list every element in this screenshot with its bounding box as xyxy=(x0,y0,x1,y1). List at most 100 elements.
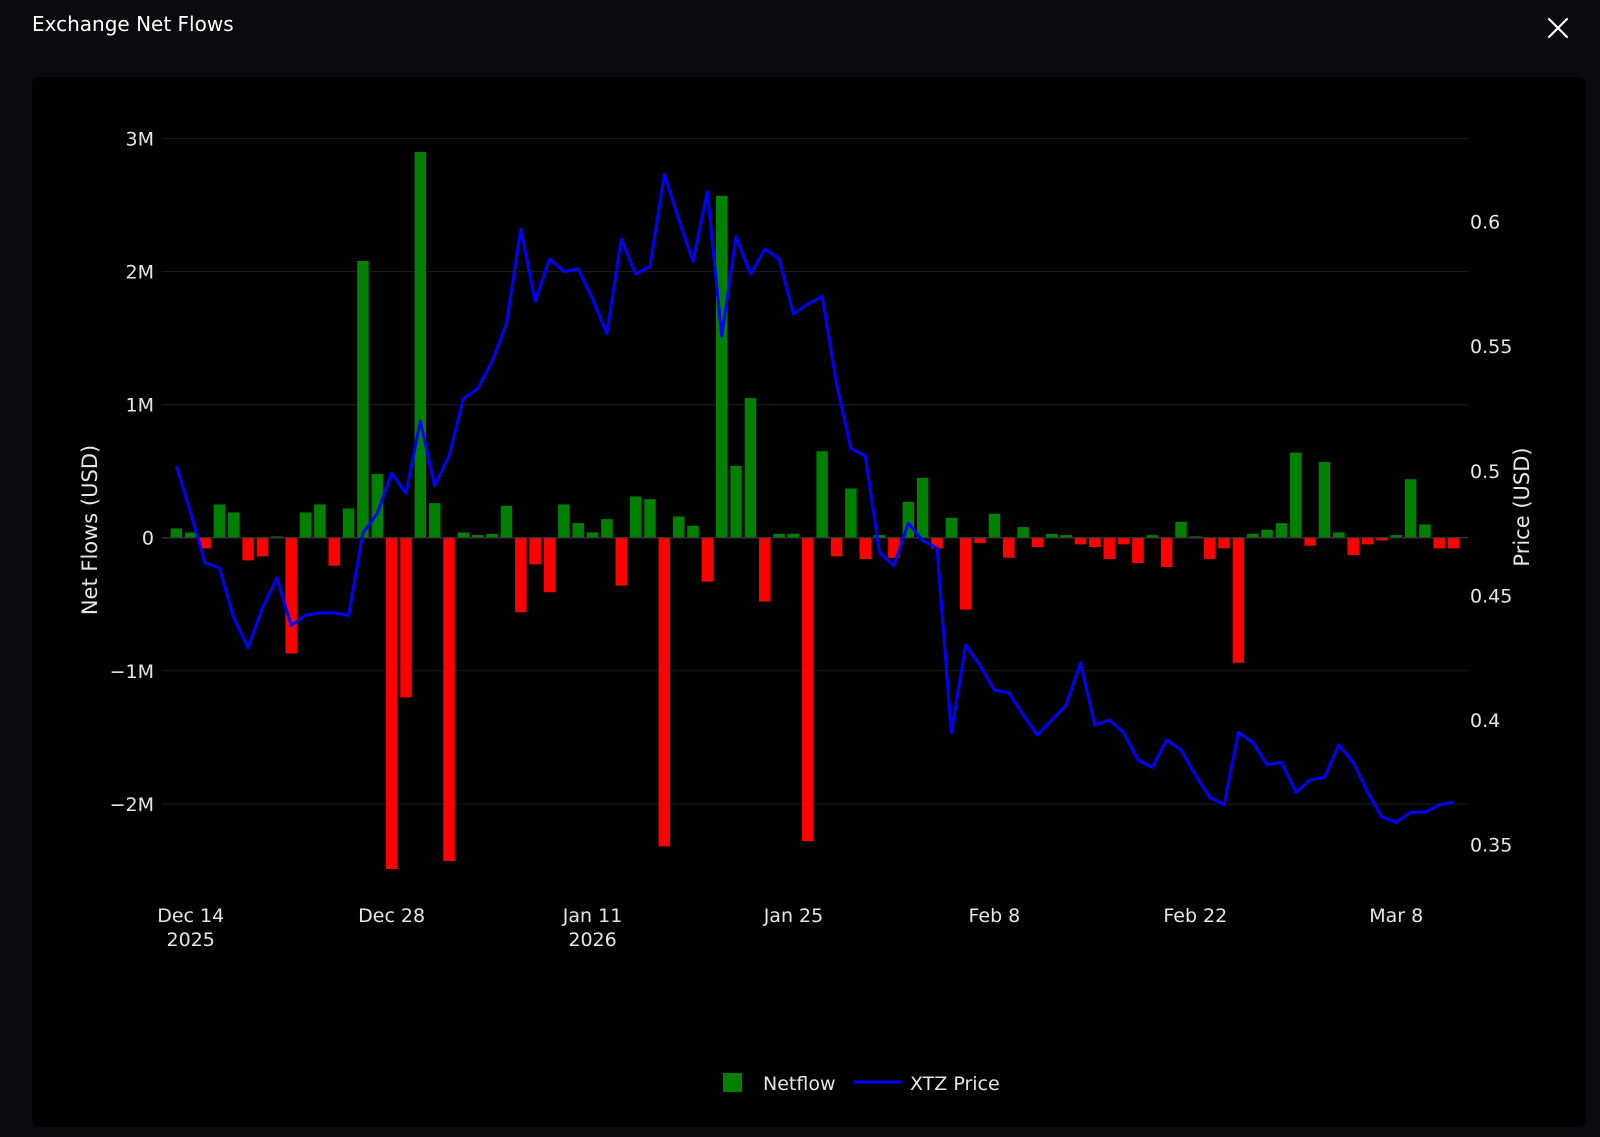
netflow-bar[interactable] xyxy=(859,537,871,560)
netflow-bar[interactable] xyxy=(500,505,513,538)
netflow-bar[interactable] xyxy=(1404,479,1417,538)
netflow-bar[interactable] xyxy=(1103,537,1115,560)
netflow-bar[interactable] xyxy=(457,532,470,538)
netflow-bar[interactable] xyxy=(428,503,441,538)
netflow-bar[interactable] xyxy=(328,537,340,566)
netflow-bar[interactable] xyxy=(1089,537,1101,548)
x-tick-label: Dec 14 xyxy=(157,905,224,927)
netflow-bar[interactable] xyxy=(1290,452,1302,538)
netflow-bar[interactable] xyxy=(1146,535,1158,538)
netflow-bar[interactable] xyxy=(773,533,785,538)
netflow-bar[interactable] xyxy=(802,537,814,842)
netflow-bar[interactable] xyxy=(873,535,886,538)
netflow-bar[interactable] xyxy=(299,512,312,538)
netflow-bar[interactable] xyxy=(1304,537,1316,546)
netflow-bar[interactable] xyxy=(1419,524,1431,538)
netflow-bar[interactable] xyxy=(1074,537,1087,545)
netflow-bar[interactable] xyxy=(931,537,943,549)
legend-item-xtz-price[interactable]: XTZ Price xyxy=(854,1073,1000,1095)
legend-item-netflow[interactable]: Netflow xyxy=(723,1073,835,1095)
netflow-bar[interactable] xyxy=(1447,537,1460,549)
netflow-bar[interactable] xyxy=(285,537,297,654)
netflow-bar[interactable] xyxy=(1132,537,1144,564)
netflow-bar[interactable] xyxy=(744,398,757,538)
netflow-bar[interactable] xyxy=(902,501,915,538)
netflow-bar[interactable] xyxy=(687,525,699,538)
netflow-bar[interactable] xyxy=(414,151,427,538)
netflow-bar[interactable] xyxy=(385,537,398,870)
netflow-bar[interactable] xyxy=(256,537,269,557)
netflow-bar[interactable] xyxy=(1390,535,1402,538)
y-right-tick-label: 0.6 xyxy=(1470,212,1500,234)
netflow-bar[interactable] xyxy=(601,519,613,538)
netflow-bar[interactable] xyxy=(472,535,484,538)
netflow-bar[interactable] xyxy=(242,537,254,561)
netflow-bar[interactable] xyxy=(371,473,384,538)
netflow-bar[interactable] xyxy=(959,537,972,610)
netflow-bar[interactable] xyxy=(1189,536,1202,538)
netflow-bar[interactable] xyxy=(629,496,642,538)
netflow-bar[interactable] xyxy=(916,477,929,538)
netflow-bar[interactable] xyxy=(1031,537,1044,548)
netflow-bar[interactable] xyxy=(1246,533,1259,538)
netflow-bar[interactable] xyxy=(730,465,742,538)
netflow-bar[interactable] xyxy=(515,537,527,613)
netflow-bar[interactable] xyxy=(1017,527,1029,538)
netflow-bar[interactable] xyxy=(486,533,498,538)
netflow-bar[interactable] xyxy=(658,537,671,847)
netflow-bar[interactable] xyxy=(213,504,226,538)
netflow-bar[interactable] xyxy=(357,261,369,538)
netflow-bar[interactable] xyxy=(1160,537,1173,568)
netflow-bar[interactable] xyxy=(1275,523,1288,538)
netflow-bar[interactable] xyxy=(1361,537,1374,545)
netflow-bar[interactable] xyxy=(314,504,326,538)
netflow-bar[interactable] xyxy=(759,537,771,602)
netflow-bar[interactable] xyxy=(170,528,183,538)
netflow-bar[interactable] xyxy=(271,536,283,538)
netflow-bar[interactable] xyxy=(1333,532,1345,538)
netflow-bar[interactable] xyxy=(1376,537,1388,541)
netflow-bar[interactable] xyxy=(845,488,857,538)
netflow-bar[interactable] xyxy=(342,508,355,538)
netflow-bar[interactable] xyxy=(184,532,197,538)
netflow-bar[interactable] xyxy=(1003,537,1015,558)
netflow-bar[interactable] xyxy=(1318,461,1331,538)
close-button[interactable] xyxy=(1540,10,1576,46)
netflow-bar[interactable] xyxy=(572,523,584,538)
x-tick-label: Feb 22 xyxy=(1163,905,1227,927)
x-tick-label: Jan 25 xyxy=(763,905,824,927)
netflow-bar[interactable] xyxy=(558,504,570,538)
netflow-bar[interactable] xyxy=(888,537,900,558)
netflow-bar[interactable] xyxy=(543,537,556,593)
netflow-bar[interactable] xyxy=(988,513,1001,538)
netflow-bar[interactable] xyxy=(715,195,728,538)
netflow-bar[interactable] xyxy=(1347,537,1359,556)
netflow-bar[interactable] xyxy=(787,533,800,538)
netflow-bar[interactable] xyxy=(945,517,958,538)
netflow-bar[interactable] xyxy=(199,537,211,549)
netflow-bar[interactable] xyxy=(1175,521,1187,538)
x-tick-label: Dec 28 xyxy=(358,905,425,927)
netflow-bar[interactable] xyxy=(974,537,986,544)
netflow-bar[interactable] xyxy=(644,499,656,538)
modal-title: Exchange Net Flows xyxy=(32,12,234,36)
netflow-bar[interactable] xyxy=(816,451,828,538)
netflow-bar[interactable] xyxy=(1060,535,1072,538)
netflow-bar[interactable] xyxy=(1203,537,1216,560)
netflow-bar[interactable] xyxy=(529,537,541,565)
netflow-bar[interactable] xyxy=(443,537,455,862)
netflow-bar[interactable] xyxy=(1261,529,1273,538)
netflow-bar[interactable] xyxy=(1433,537,1446,549)
netflow-bar[interactable] xyxy=(1117,537,1130,545)
netflow-bar[interactable] xyxy=(1232,537,1245,663)
netflow-bar[interactable] xyxy=(1046,533,1058,538)
netflow-bar[interactable] xyxy=(228,512,240,538)
netflow-bar[interactable] xyxy=(830,537,843,557)
netflow-bar[interactable] xyxy=(400,537,412,698)
xtz-price-line[interactable] xyxy=(174,172,1454,824)
netflow-bar[interactable] xyxy=(1218,537,1230,549)
netflow-bar[interactable] xyxy=(586,532,599,538)
netflow-bar[interactable] xyxy=(672,516,685,538)
netflow-bar[interactable] xyxy=(615,537,627,586)
netflow-bar[interactable] xyxy=(701,537,714,582)
